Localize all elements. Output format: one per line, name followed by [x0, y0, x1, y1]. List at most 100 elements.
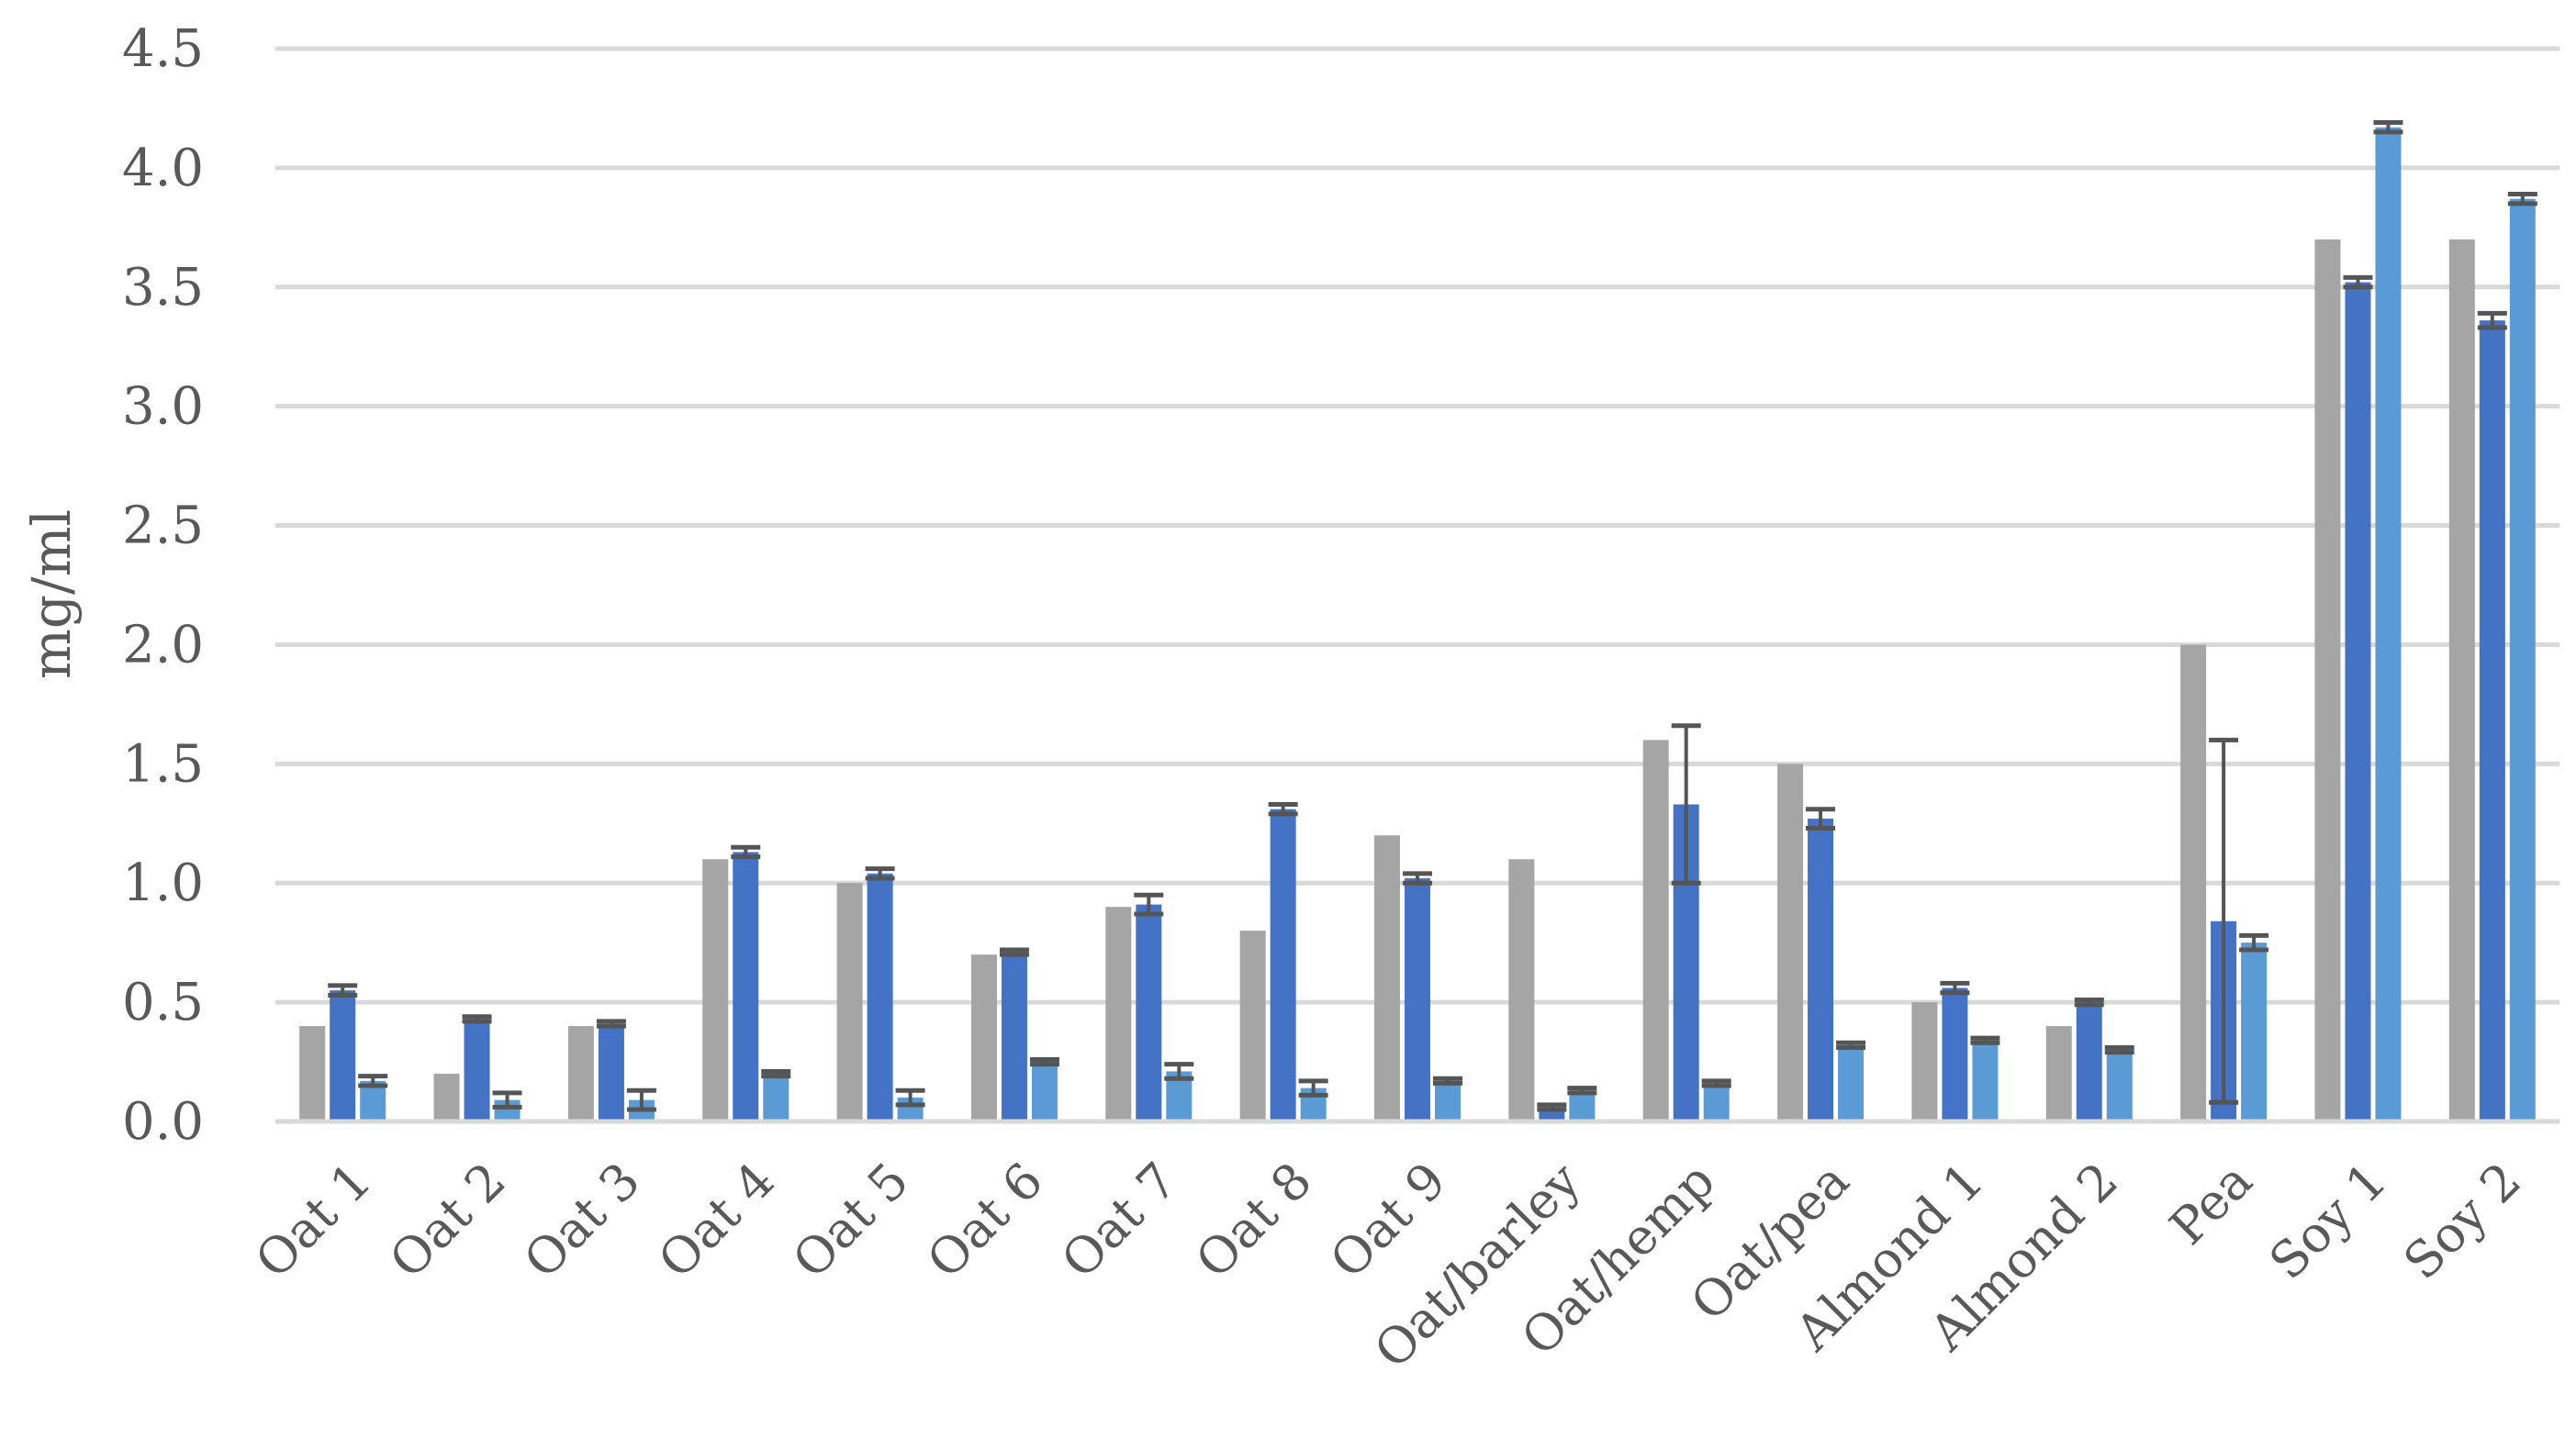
y-axis-title: mg/ml: [20, 509, 83, 679]
error-bar: [358, 1074, 388, 1088]
error-bar: [1701, 1078, 1731, 1088]
bar-series-1-oat-6: [970, 954, 997, 1121]
bar-series-3-oat-9: [1435, 1080, 1461, 1121]
error-bar: [1298, 1078, 1328, 1098]
bar-series-2-oat-5: [867, 873, 893, 1121]
y-tick-label: 1.0: [122, 853, 204, 913]
bar-series-3-soy-2: [2509, 198, 2536, 1121]
error-bar: [596, 1019, 626, 1029]
error-bar: [731, 844, 761, 860]
error-bar: [2104, 1044, 2134, 1055]
bar-series-3-oat-hemp: [1703, 1083, 1730, 1121]
error-bar: [865, 866, 895, 881]
bar-series-2-oat-6: [1001, 952, 1027, 1121]
y-tick-label: 1.5: [122, 734, 204, 794]
bar-series-2-oat-8: [1270, 809, 1296, 1121]
x-tick-label: Oat 4: [647, 1152, 785, 1289]
error-bar: [492, 1090, 522, 1110]
x-tick-label: Pea: [2158, 1152, 2263, 1256]
error-bar: [895, 1088, 925, 1108]
error-bar: [761, 1068, 791, 1079]
error-bar: [1403, 871, 1432, 886]
bar-series-2-oat-9: [1405, 878, 1430, 1121]
bar-series-1-oat-9: [1374, 835, 1400, 1121]
bar-series-3-soy-1: [2375, 127, 2402, 1121]
bar-series-1-pea: [2180, 644, 2207, 1121]
y-tick-label: 2.0: [122, 615, 204, 675]
error-bar: [2074, 998, 2104, 1008]
bar-series-3-almond-2: [2106, 1050, 2133, 1121]
bar-series-1-soy-2: [2448, 239, 2475, 1121]
bar-series-1-oat-8: [1239, 931, 1266, 1121]
bar-series-3-oat-pea: [1838, 1044, 1865, 1121]
x-tick-label: Soy 1: [2258, 1152, 2398, 1291]
error-bar: [2373, 120, 2403, 135]
error-bar: [2477, 310, 2507, 330]
error-bar: [1940, 980, 1970, 996]
bar-series-1-oat-1: [299, 1026, 326, 1121]
x-tick-label: Oat 1: [244, 1152, 382, 1289]
error-bar: [1029, 1056, 1059, 1067]
y-tick-label: 3.0: [122, 377, 204, 437]
bar-series-2-almond-2: [2076, 1002, 2102, 1121]
x-tick-label: Oat 6: [916, 1152, 1054, 1289]
bar-series-1-oat-3: [567, 1026, 594, 1121]
x-tick-label: Oat 7: [1050, 1152, 1188, 1289]
error-bar: [2507, 191, 2537, 206]
error-bar: [999, 947, 1029, 957]
error-bar: [1537, 1102, 1567, 1112]
x-tick-label: Oat 8: [1184, 1152, 1322, 1289]
error-bar: [462, 1014, 492, 1024]
bar-series-1-soy-1: [2314, 239, 2341, 1121]
bar-series-1-oat-hemp: [1642, 740, 1669, 1121]
error-bar: [1164, 1062, 1194, 1081]
bar-series-2-oat-3: [598, 1023, 624, 1121]
y-tick-label: 4.5: [122, 19, 204, 79]
error-bar: [1567, 1086, 1597, 1096]
error-bar: [1433, 1076, 1462, 1086]
bar-series-3-oat-barley: [1569, 1090, 1596, 1121]
bar-series-2-oat-pea: [1808, 819, 1834, 1121]
bar-series-3-oat-4: [763, 1074, 790, 1121]
y-tick-label: 2.5: [122, 496, 204, 556]
error-bar: [1806, 807, 1836, 831]
error-bar: [626, 1088, 656, 1112]
bar-series-3-oat-6: [1031, 1062, 1058, 1121]
gridlines: [275, 46, 2559, 1005]
bar-series-2-oat-1: [330, 990, 356, 1121]
bar-series-2-almond-1: [1942, 987, 1968, 1121]
bar-series-1-oat-barley: [1508, 859, 1535, 1121]
bar-series-2-soy-1: [2345, 282, 2371, 1121]
bar-series-1-oat-2: [433, 1074, 460, 1121]
error-bar: [1671, 723, 1701, 886]
y-tick-label: 0.0: [122, 1092, 204, 1152]
bar-series-2-oat-4: [733, 852, 759, 1121]
x-tick-label: Oat 3: [513, 1152, 651, 1289]
error-bar: [2239, 932, 2269, 953]
bar-series-1-oat-4: [702, 859, 729, 1121]
error-bar: [1970, 1035, 2000, 1045]
error-bar: [328, 983, 358, 998]
bars: [299, 127, 2536, 1121]
y-axis-tick-labels: 0.0 0.5 1.0 1.5 2.0 2.5 3.0 3.5 4.0 4.5: [122, 19, 204, 1152]
bar-series-2-oat-7: [1136, 904, 1162, 1121]
error-bar: [1836, 1040, 1866, 1050]
error-bar: [1268, 801, 1298, 817]
y-tick-label: 3.5: [122, 258, 204, 318]
bar-series-2-soy-2: [2479, 320, 2505, 1121]
bar-series-1-oat-pea: [1777, 764, 1804, 1121]
bar-series-3-pea: [2241, 942, 2268, 1121]
x-tick-label: Oat 2: [378, 1152, 516, 1289]
bar-series-1-oat-7: [1105, 907, 1132, 1121]
error-bar: [2209, 737, 2239, 1105]
error-bar: [1134, 892, 1164, 917]
y-tick-label: 4.0: [122, 139, 204, 198]
error-bars: [328, 120, 2537, 1112]
x-tick-label: Oat 5: [781, 1152, 919, 1289]
x-tick-label: Soy 2: [2392, 1152, 2532, 1291]
bar-series-2-oat-2: [464, 1019, 490, 1121]
bar-series-3-almond-1: [1972, 1040, 1999, 1121]
bar-series-1-almond-1: [1911, 1002, 1938, 1121]
